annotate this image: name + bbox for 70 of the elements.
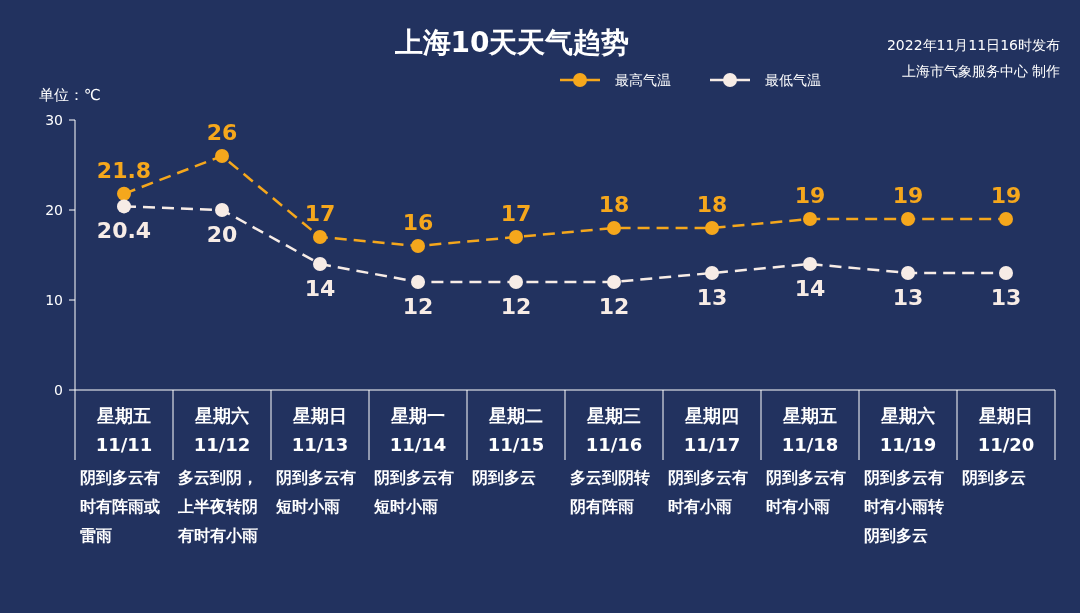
point <box>705 221 719 235</box>
point <box>215 203 229 217</box>
y-tick-label: 0 <box>54 382 63 398</box>
point <box>607 275 621 289</box>
y-tick-label: 30 <box>45 112 63 128</box>
data-label: 12 <box>402 294 434 319</box>
x-tick-label: 星期五 11/11 <box>95 405 153 455</box>
data-label: 19 <box>990 183 1022 208</box>
text: 阴到多云有时有阵雨或雷雨 <box>80 468 160 545</box>
data-label: 17 <box>500 201 532 226</box>
point <box>117 186 131 201</box>
data-label: 14 <box>794 276 826 301</box>
data-label: 16 <box>402 210 434 235</box>
chart-title: 上海10天天气趋势 <box>393 26 630 59</box>
x-tick-label: 星期五 11/18 <box>781 405 839 455</box>
data-label: 18 <box>598 192 630 217</box>
point <box>901 212 915 226</box>
data-label: 17 <box>304 201 336 226</box>
point <box>117 199 131 214</box>
point <box>313 230 327 244</box>
legend-label: 最高气温 <box>615 72 671 88</box>
point <box>313 257 327 271</box>
data-label: 26 <box>206 120 238 145</box>
data-label: 19 <box>892 183 924 208</box>
x-tick-label: 星期日 11/13 <box>291 405 349 455</box>
point <box>901 266 915 280</box>
data-label: 14 <box>304 276 336 301</box>
point <box>705 266 719 280</box>
point <box>411 239 425 253</box>
data-label: 12 <box>500 294 532 319</box>
x-tick-label: 星期四 11/17 <box>683 405 741 455</box>
data-label: 13 <box>696 285 728 310</box>
text: 阴到多云有短时小雨 <box>373 468 454 516</box>
x-tick-label: 星期六 11/12 <box>193 405 251 455</box>
x-tick-label: 星期六 11/19 <box>879 405 937 455</box>
text: 多云到阴，上半夜转阴有时有小雨 <box>177 468 258 545</box>
text: 阴到多云有时有小雨 <box>668 468 748 516</box>
point <box>803 212 817 226</box>
data-label: 19 <box>794 183 826 208</box>
point <box>509 275 523 289</box>
text: 阴到多云有短时小雨 <box>275 468 356 516</box>
data-label: 13 <box>990 285 1022 310</box>
x-tick-label: 星期日 11/20 <box>977 405 1035 455</box>
data-label: 12 <box>598 294 630 319</box>
point <box>607 221 621 235</box>
x-tick-label: 星期一 11/14 <box>389 405 447 455</box>
text: 上海市气象服务中心 制作 <box>901 63 1060 79</box>
point <box>999 266 1013 280</box>
x-tick-label: 星期三 11/16 <box>585 405 643 455</box>
text: 阴到多云有时有小雨 <box>766 468 846 516</box>
point <box>411 275 425 289</box>
point <box>803 257 817 271</box>
text: 2022年11月11日16时发布 <box>886 37 1060 53</box>
legend-label: 最低气温 <box>765 72 821 88</box>
y-tick-label: 10 <box>45 292 63 308</box>
data-label: 21.8 <box>96 157 152 183</box>
text: 阴到多云 <box>472 468 536 487</box>
point <box>509 230 523 244</box>
y-axis-title: 单位：℃ <box>39 86 101 104</box>
text: 多云到阴转阴有阵雨 <box>570 468 650 516</box>
point <box>999 212 1013 226</box>
text: 阴到多云 <box>962 468 1026 487</box>
data-label: 20.4 <box>96 218 152 244</box>
data-label: 13 <box>892 285 924 310</box>
point <box>215 149 229 163</box>
data-label: 18 <box>696 192 728 217</box>
x-tick-label: 星期二 11/15 <box>487 405 545 455</box>
data-label: 20 <box>206 222 238 247</box>
y-tick-label: 20 <box>45 202 63 218</box>
text: 阴到多云有时有小雨转阴到多云 <box>864 468 944 545</box>
